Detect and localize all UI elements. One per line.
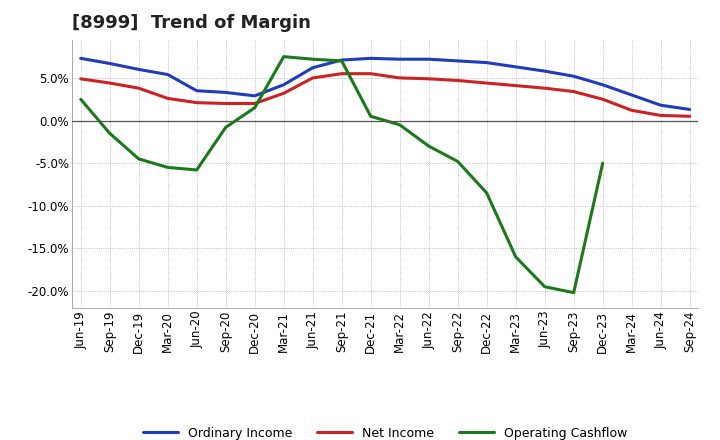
Operating Cashflow [192,167,201,172]
Operating Cashflow [135,156,143,161]
Ordinary Income [541,69,549,74]
Net Income [454,78,462,83]
Ordinary Income [424,57,433,62]
Ordinary Income [685,107,694,112]
Operating Cashflow [221,125,230,130]
Ordinary Income [251,93,259,99]
Ordinary Income [135,67,143,72]
Operating Cashflow [482,191,491,196]
Operating Cashflow [395,122,404,128]
Net Income [657,113,665,118]
Operating Cashflow [338,58,346,63]
Ordinary Income [308,65,317,70]
Operating Cashflow [366,114,375,119]
Line: Net Income: Net Income [81,73,690,116]
Ordinary Income [511,64,520,70]
Net Income [279,91,288,96]
Net Income [541,85,549,91]
Legend: Ordinary Income, Net Income, Operating Cashflow: Ordinary Income, Net Income, Operating C… [143,427,628,440]
Operating Cashflow [541,284,549,290]
Ordinary Income [482,60,491,65]
Operating Cashflow [163,165,172,170]
Operating Cashflow [308,57,317,62]
Net Income [221,101,230,106]
Line: Operating Cashflow: Operating Cashflow [81,57,603,293]
Net Income [163,96,172,101]
Ordinary Income [657,103,665,108]
Net Income [366,71,375,76]
Ordinary Income [570,73,578,79]
Net Income [482,81,491,86]
Ordinary Income [627,92,636,98]
Net Income [76,76,85,81]
Net Income [338,71,346,76]
Net Income [192,100,201,105]
Net Income [308,75,317,81]
Operating Cashflow [598,161,607,166]
Net Income [685,114,694,119]
Net Income [627,108,636,113]
Ordinary Income [221,90,230,95]
Net Income [135,85,143,91]
Ordinary Income [279,82,288,88]
Ordinary Income [395,57,404,62]
Operating Cashflow [279,54,288,59]
Ordinary Income [366,56,375,61]
Operating Cashflow [424,143,433,149]
Ordinary Income [105,61,114,66]
Text: [8999]  Trend of Margin: [8999] Trend of Margin [72,15,311,33]
Ordinary Income [192,88,201,93]
Operating Cashflow [105,131,114,136]
Ordinary Income [76,56,85,61]
Ordinary Income [454,58,462,63]
Net Income [251,101,259,106]
Net Income [424,76,433,81]
Net Income [105,81,114,86]
Operating Cashflow [454,159,462,164]
Net Income [598,97,607,102]
Ordinary Income [338,57,346,62]
Ordinary Income [598,82,607,88]
Line: Ordinary Income: Ordinary Income [81,59,690,110]
Operating Cashflow [570,290,578,295]
Net Income [570,89,578,94]
Operating Cashflow [76,97,85,102]
Ordinary Income [163,72,172,77]
Net Income [395,75,404,81]
Net Income [511,83,520,88]
Operating Cashflow [251,105,259,110]
Operating Cashflow [511,254,520,260]
